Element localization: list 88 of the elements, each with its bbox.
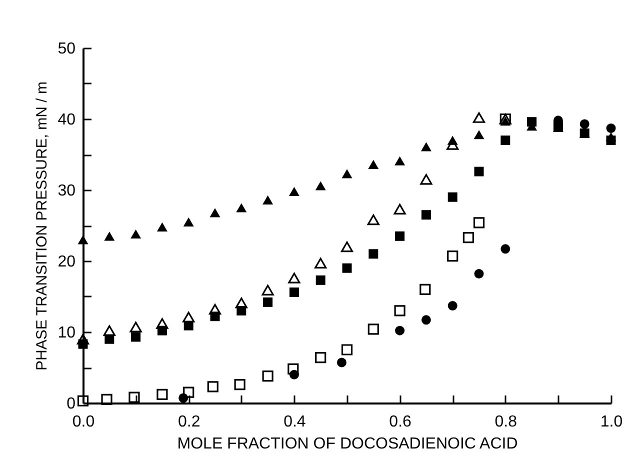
point — [394, 156, 406, 166]
point — [157, 326, 167, 336]
point — [341, 344, 353, 356]
point — [234, 378, 246, 390]
point — [473, 217, 485, 228]
point — [606, 123, 616, 133]
point — [130, 322, 142, 332]
point — [420, 142, 432, 152]
point — [394, 305, 406, 316]
point — [288, 186, 300, 196]
y-tick-label: 30 — [58, 182, 76, 200]
point — [131, 332, 141, 342]
point — [342, 263, 352, 273]
point — [104, 232, 115, 241]
point — [77, 395, 89, 406]
point — [235, 298, 248, 308]
point — [183, 217, 194, 226]
point — [314, 258, 327, 268]
point — [288, 272, 300, 284]
point — [210, 312, 220, 322]
point — [262, 370, 274, 382]
point — [78, 235, 88, 244]
x-tick-label: 0.4 — [284, 414, 306, 430]
point — [448, 300, 458, 310]
point — [527, 117, 537, 127]
point — [368, 160, 379, 169]
point — [262, 195, 274, 204]
y-tick-label: 20 — [58, 254, 76, 270]
point — [130, 229, 142, 239]
point — [500, 244, 510, 254]
point — [342, 169, 352, 178]
point — [420, 284, 431, 295]
point — [182, 312, 195, 322]
y-tick-label: 50 — [58, 40, 76, 58]
x-tick-label: 1.0 — [600, 414, 623, 430]
point — [178, 393, 188, 403]
point — [316, 275, 326, 285]
x-tick-label: 0.8 — [494, 414, 518, 430]
point — [156, 222, 168, 232]
point — [368, 324, 379, 335]
point — [420, 174, 432, 185]
point — [315, 352, 326, 364]
x-tick-label: 0.6 — [389, 414, 412, 430]
point — [288, 363, 299, 374]
point — [395, 326, 405, 336]
point — [367, 214, 380, 226]
point — [421, 210, 431, 220]
point — [262, 284, 274, 296]
point — [394, 204, 406, 215]
y-axis-title: PHASE TRANSITION PRESSURE, mN / m — [34, 82, 51, 370]
point — [462, 232, 474, 244]
point — [421, 315, 431, 325]
point — [448, 192, 458, 202]
point — [395, 231, 405, 241]
point — [340, 241, 354, 252]
point — [580, 119, 590, 129]
point — [606, 136, 616, 146]
point — [368, 249, 378, 259]
point — [156, 388, 168, 400]
point — [104, 334, 114, 344]
point — [128, 392, 140, 403]
point — [474, 166, 484, 176]
point — [183, 386, 194, 398]
y-tick-label: 40 — [58, 112, 76, 128]
x-tick-label: 0.2 — [178, 414, 200, 430]
point — [263, 297, 273, 307]
point — [500, 136, 510, 146]
point — [315, 181, 326, 190]
point — [184, 320, 194, 330]
point — [208, 304, 222, 315]
x-tick-label: 0.0 — [72, 414, 95, 430]
point — [472, 112, 486, 123]
point — [156, 318, 168, 329]
point — [236, 203, 247, 212]
point — [207, 381, 218, 392]
point — [101, 394, 112, 405]
x-axis-title: MOLE FRACTION OF DOCOSADIENOIC ACID — [177, 436, 518, 452]
y-tick-label: 10 — [58, 324, 76, 342]
point — [236, 306, 246, 316]
point — [103, 325, 116, 336]
point — [289, 287, 299, 297]
y-tick-label: 0 — [66, 396, 76, 412]
point — [289, 370, 299, 380]
point — [336, 358, 346, 368]
point — [474, 130, 484, 140]
point — [210, 208, 220, 218]
point — [447, 250, 458, 262]
point — [474, 269, 484, 279]
